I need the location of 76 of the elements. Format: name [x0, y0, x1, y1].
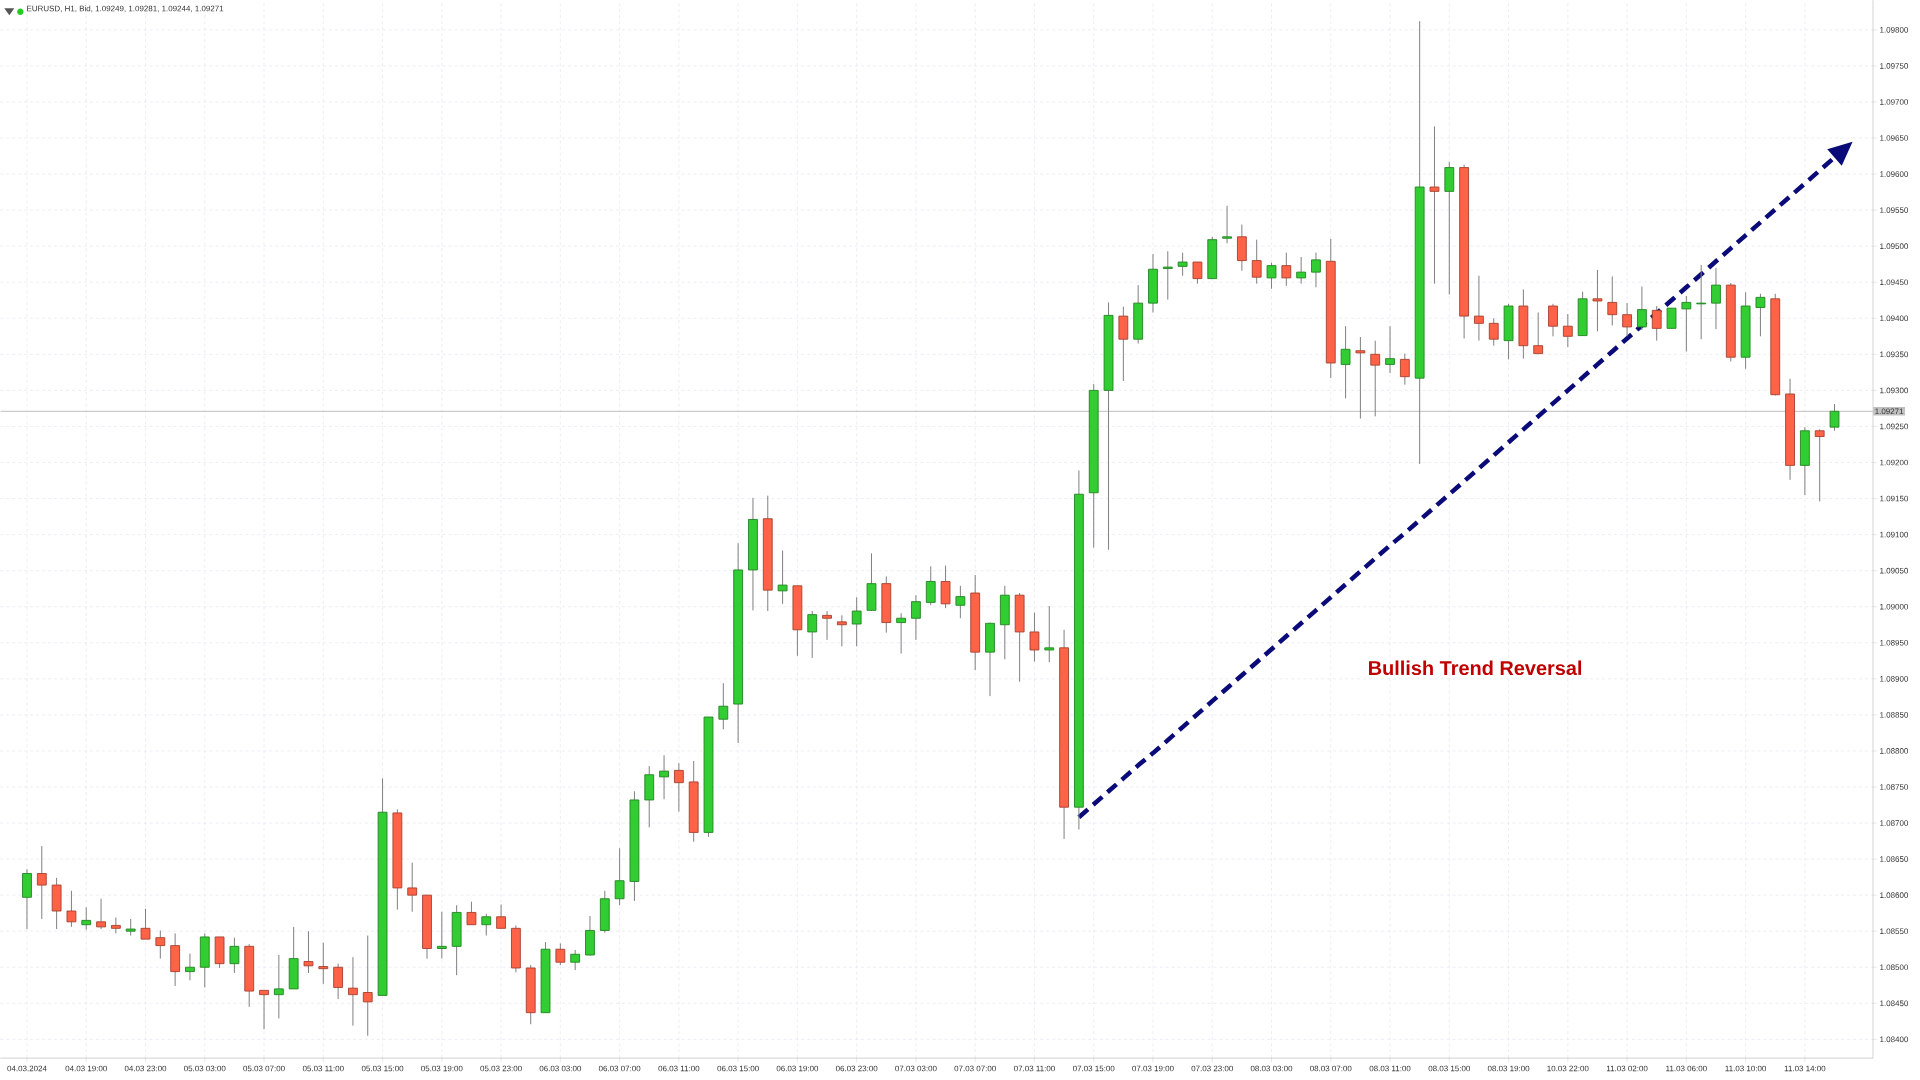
- candlestick: [896, 612, 906, 655]
- candlestick: [466, 901, 477, 926]
- candlestick: [1340, 325, 1351, 399]
- candlestick: [570, 949, 581, 971]
- candlestick: [836, 614, 847, 647]
- candlestick: [1666, 307, 1677, 329]
- candlestick: [1236, 223, 1247, 272]
- candlestick: [555, 942, 566, 966]
- candlestick: [777, 549, 788, 605]
- candlestick: [955, 585, 966, 619]
- candlestick: [1399, 353, 1410, 386]
- candlestick: [851, 596, 862, 647]
- candlestick: [496, 903, 506, 929]
- candlestick: [1385, 325, 1395, 374]
- candlestick: [718, 682, 729, 730]
- candlestick: [1370, 340, 1381, 417]
- candlestick: [1548, 303, 1558, 337]
- candlestick: [229, 937, 240, 974]
- candlestick: [1177, 252, 1188, 277]
- candlestick: [1296, 256, 1307, 285]
- candlestick: [1651, 305, 1662, 342]
- candlestick: [1814, 428, 1825, 502]
- candlestick: [333, 963, 343, 1000]
- candlestick: [1222, 205, 1232, 244]
- candlestick: [1266, 262, 1277, 290]
- candlestick: [1118, 306, 1129, 382]
- candlestick: [185, 953, 195, 981]
- candlestick: [273, 954, 284, 1019]
- candlestick: [36, 845, 47, 920]
- candlestick: [140, 908, 151, 940]
- candlestick: [1607, 275, 1618, 326]
- candlestick: [1355, 336, 1366, 419]
- candlestick: [81, 906, 92, 931]
- annotation: Bullish Trend Reversal: [1369, 660, 1582, 676]
- candlestick: [1533, 311, 1544, 355]
- candlestick: [1029, 611, 1040, 662]
- candlestick: [436, 911, 447, 960]
- candlestick: [96, 898, 106, 930]
- candlestick: [673, 762, 684, 812]
- candlestick: [1311, 252, 1321, 288]
- candlestick: [1444, 161, 1455, 295]
- candlestick: [407, 862, 418, 913]
- candlestick: [1474, 275, 1484, 342]
- candlestick: [1637, 286, 1647, 331]
- candlestick: [1711, 267, 1721, 330]
- candlestick: [822, 610, 832, 641]
- candlestick: [1562, 313, 1573, 348]
- candlestick: [1281, 252, 1292, 287]
- candlestick: [318, 942, 329, 985]
- candlestick: [614, 847, 625, 906]
- candlestick: [22, 868, 32, 930]
- candlestick: [66, 890, 77, 928]
- candlestick: [155, 929, 166, 960]
- candlestick: [1162, 250, 1173, 300]
- candlestick: [348, 956, 358, 1027]
- candlestick: [362, 934, 373, 1037]
- candlestick: [303, 930, 314, 974]
- candlestick: [1592, 269, 1603, 332]
- candlestick: [1251, 239, 1262, 285]
- candlestick: [1192, 261, 1203, 285]
- candlestick: [659, 754, 669, 800]
- candlestick: [1681, 295, 1692, 352]
- candlestick: [110, 916, 121, 934]
- candlestick: [1044, 605, 1055, 663]
- candlestick: [1696, 264, 1707, 340]
- candlestick: [1755, 293, 1766, 337]
- candlestick: [925, 565, 936, 606]
- candlestick: [259, 989, 269, 1030]
- candlestick: [940, 565, 951, 609]
- candlestick: [807, 610, 818, 659]
- candlestick: [1429, 125, 1440, 285]
- candlestick: [1488, 317, 1499, 347]
- candlestick: [911, 594, 921, 641]
- candlestick: [1829, 403, 1840, 432]
- candlestick: [1622, 302, 1632, 337]
- candlestick: [481, 913, 492, 936]
